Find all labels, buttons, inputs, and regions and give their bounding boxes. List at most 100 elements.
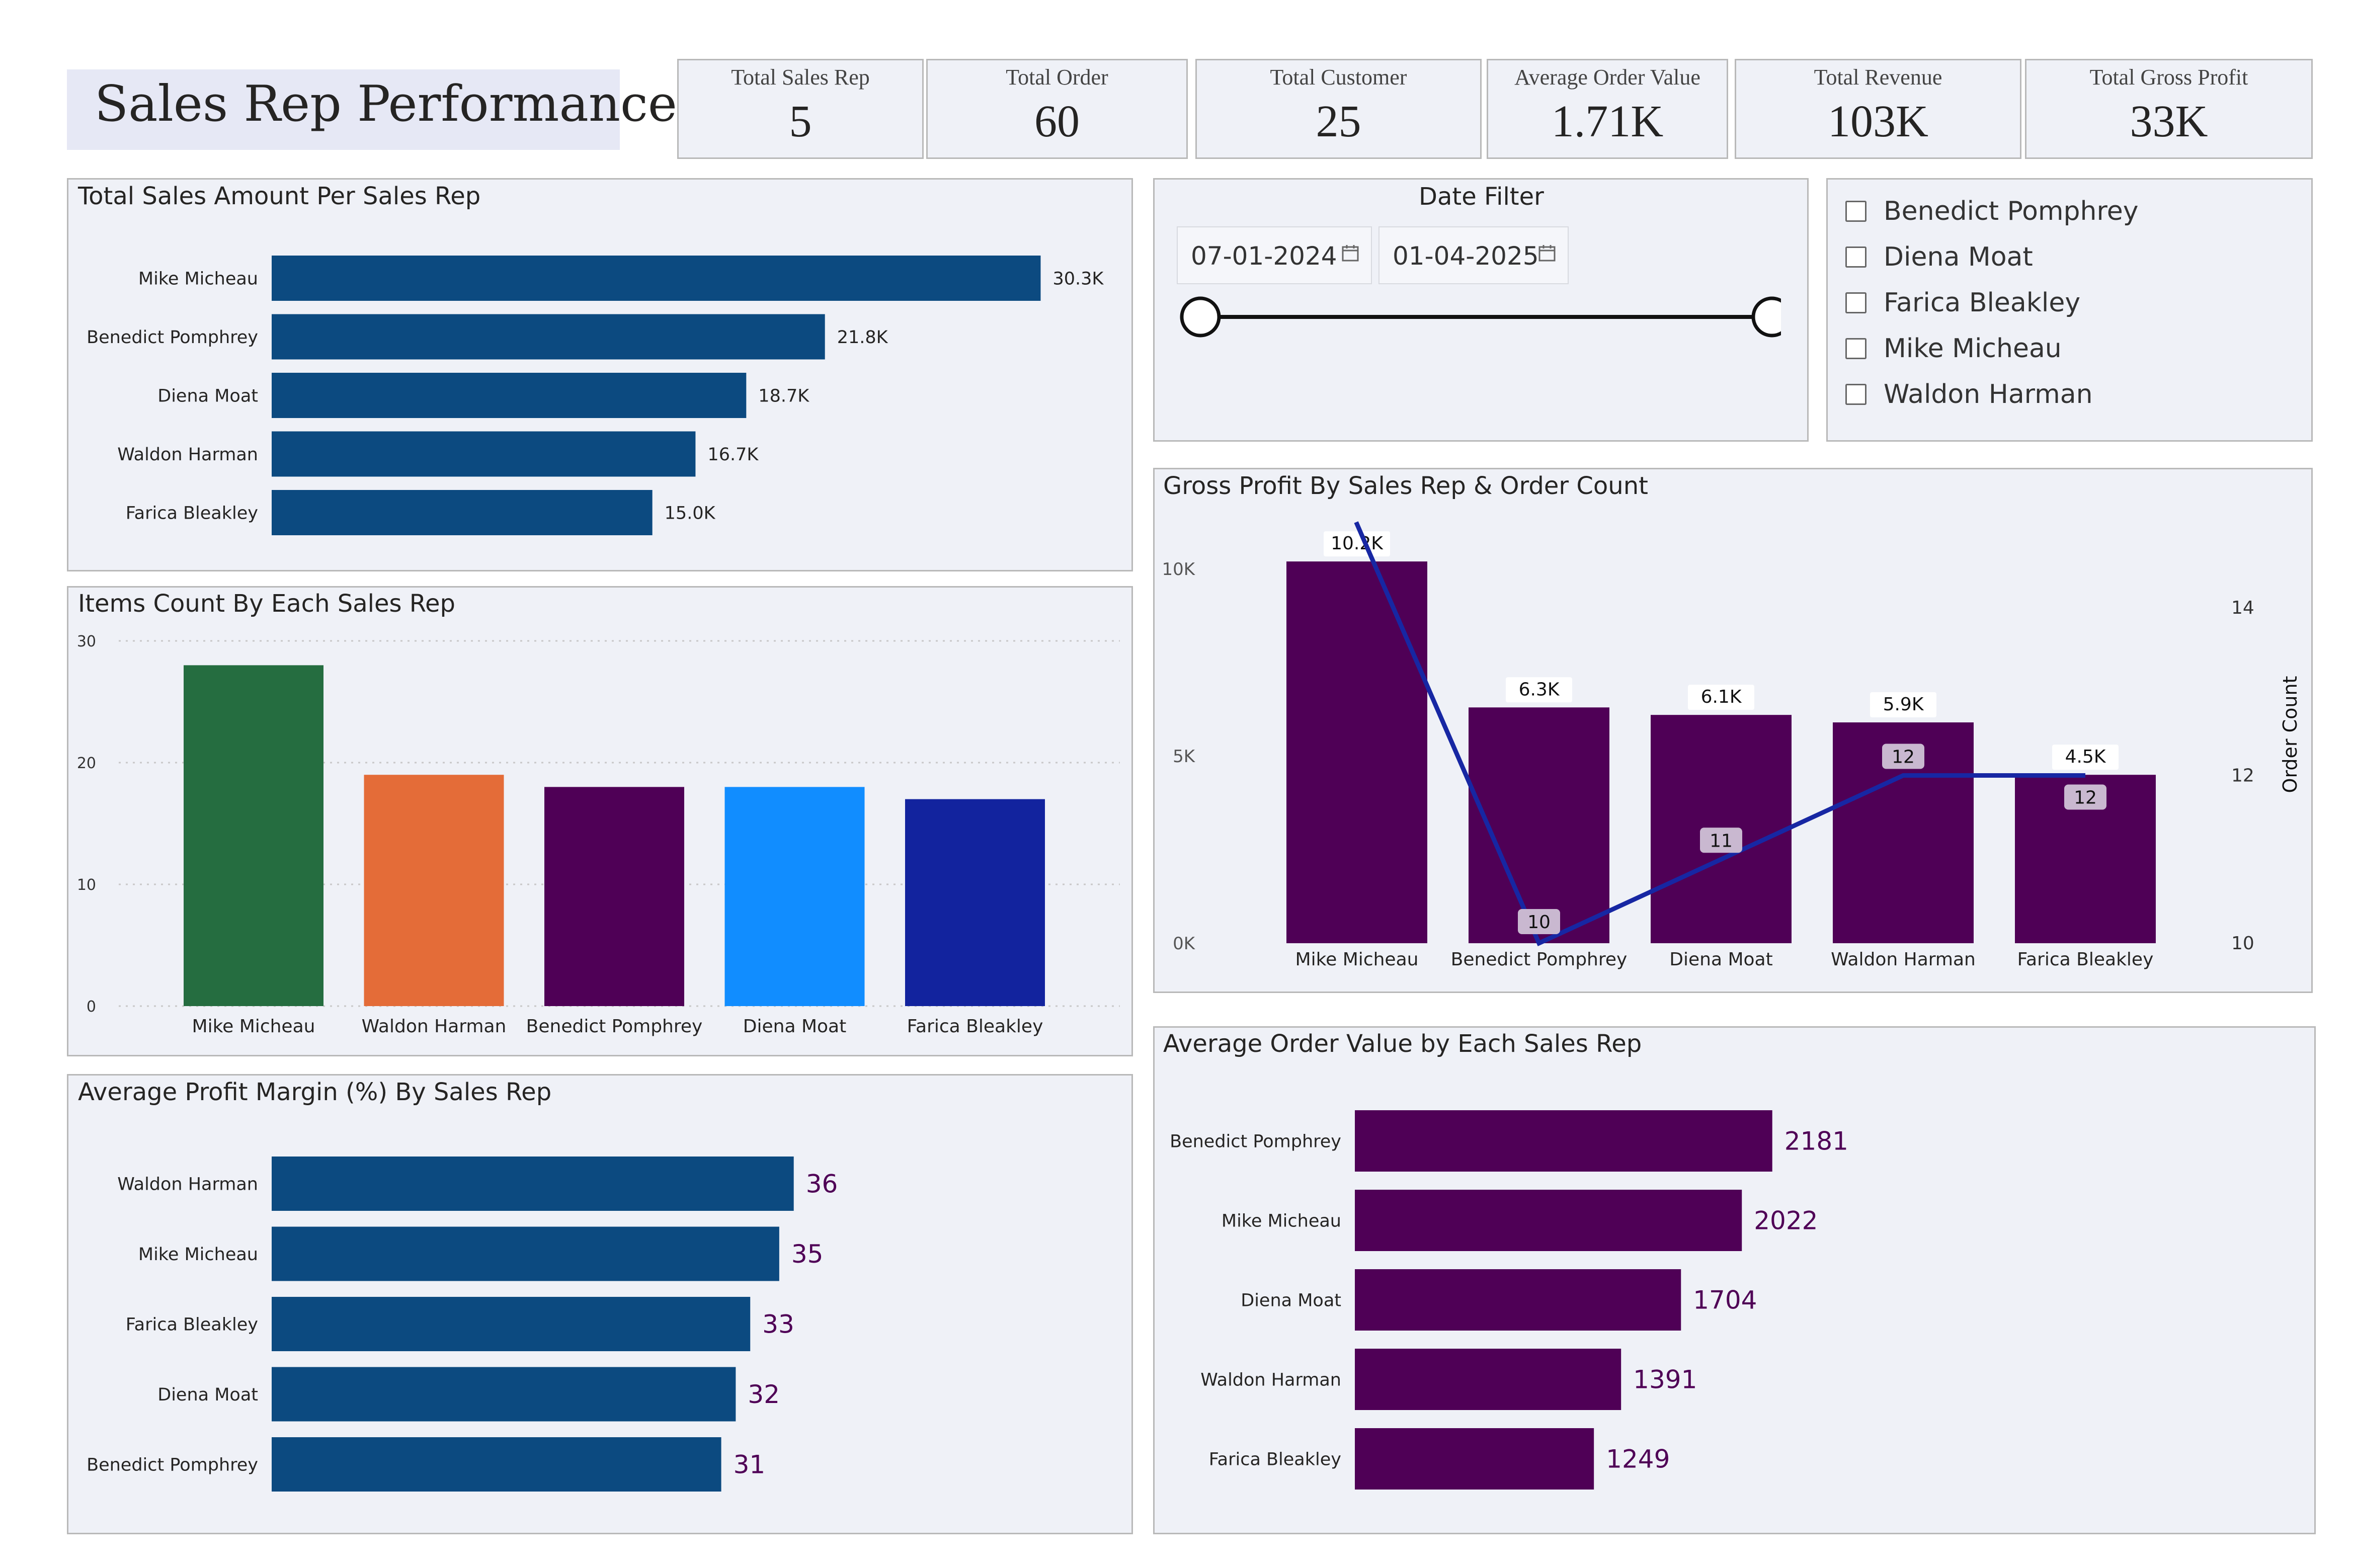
checkbox[interactable] [1845,292,1866,313]
bar-farica-bleakley[interactable] [272,490,653,535]
bar-farica-bleakley[interactable] [272,1297,751,1351]
y-axis-label-mike-micheau: Mike Micheau [138,1245,258,1265]
y-axis-label-benedict-pomphrey: Benedict Pomphrey [87,1455,258,1475]
data-label-bg [1870,692,1936,718]
data-label-benedict-pomphrey: 21.8K [837,327,888,348]
bar-data-label-benedict-pomphrey: 6.3K [1519,679,1560,700]
kpi-value: 25 [1316,97,1361,146]
y-axis-label-farica-bleakley: Farica Bleakley [126,503,258,523]
bar-mike-micheau[interactable] [1355,1190,1742,1251]
bar-diena-moat[interactable] [272,373,747,418]
bar-waldon-harman[interactable] [272,1157,794,1211]
bar-benedict-pomphrey[interactable] [272,1437,721,1492]
kpi-value: 33K [2130,97,2208,146]
data-label-diena-moat: 18.7K [758,386,809,406]
kpi-card-total-order[interactable]: Total Order 60 [926,59,1188,159]
line-data-label-waldon-harman: 12 [1892,747,1915,768]
bar-waldon-harman[interactable] [272,431,696,477]
kpi-label: Total Order [1006,65,1108,90]
slicer-item-farica-bleakley[interactable]: Farica Bleakley [1845,286,2080,321]
calendar-icon[interactable] [1342,244,1359,262]
bar-waldon-harman[interactable] [1355,1349,1621,1410]
column-farica-bleakley[interactable] [905,799,1045,1006]
order-count-line [1354,521,2085,947]
date-start-input[interactable]: 07-01-2024 [1177,226,1372,284]
bar-data-label-mike-micheau: 10.2K [1331,533,1384,554]
data-label-waldon-harman: 1391 [1633,1365,1697,1394]
slicer-item-benedict-pomphrey[interactable]: Benedict Pomphrey [1845,195,2139,230]
slicer-item-mike-micheau[interactable]: Mike Micheau [1845,332,2062,367]
sales-chart-title: Total Sales Amount Per Sales Rep [78,182,481,210]
kpi-card-average-order-value[interactable]: Average Order Value 1.71K [1487,59,1728,159]
bar-mike-micheau[interactable] [272,256,1041,301]
kpi-card-total-revenue[interactable]: Total Revenue 103K [1735,59,2021,159]
y-tick-label: 20 [77,755,96,772]
x-axis-label-mike-micheau: Mike Micheau [1295,949,1419,970]
column-waldon-harman[interactable] [364,775,504,1006]
line-data-label-benedict-pomphrey: 10 [1527,912,1551,933]
checkbox[interactable] [1845,384,1866,405]
y-axis-label-mike-micheau: Mike Micheau [1222,1211,1341,1231]
data-label-bg [1324,531,1390,557]
column-benedict-pomphrey[interactable] [544,787,684,1006]
date-end-value: 01-04-2025 [1393,241,1539,271]
y-axis-label-diena-moat: Diena Moat [1241,1290,1341,1310]
checkbox[interactable] [1845,201,1866,222]
kpi-value: 103K [1828,97,1928,146]
checkbox[interactable] [1845,338,1866,359]
kpi-card-total-sales-rep[interactable]: Total Sales Rep 5 [677,59,924,159]
bar-benedict-pomphrey[interactable] [1355,1110,1772,1172]
y-tick-label: 10K [1162,559,1195,580]
kpi-label: Total Sales Rep [731,65,870,90]
x-axis-label-waldon-harman: Waldon Harman [362,1016,507,1037]
slider-start-handle[interactable] [1180,296,1221,338]
bar-benedict-pomphrey[interactable] [272,314,825,360]
line-label-bg [1700,828,1742,853]
aov-chart-title: Average Order Value by Each Sales Rep [1163,1030,1642,1058]
slicer-item-diena-moat[interactable]: Diena Moat [1845,240,2033,276]
slicer-item-label: Farica Bleakley [1884,288,2081,318]
calendar-icon[interactable] [1538,244,1556,262]
slider-end-handle[interactable] [1751,296,1781,338]
sales-rep-slicer-panel [1826,178,2313,442]
bar-data-label-diena-moat: 6.1K [1701,687,1742,707]
bar-mike-micheau[interactable] [272,1226,779,1281]
y-axis-label-waldon-harman: Waldon Harman [117,445,258,465]
items-chart-title: Items Count By Each Sales Rep [78,590,455,618]
slicer-item-label: Diena Moat [1884,242,2033,272]
data-label-bg [2052,745,2119,770]
page-title: Sales Rep Performance [95,75,677,133]
date-filter-panel [1153,178,1809,442]
bar-farica-bleakley[interactable] [1355,1428,1594,1490]
kpi-label: Total Revenue [1814,65,1942,90]
checkbox[interactable] [1845,246,1866,268]
aov-bar-chart: Benedict Pomphrey 2181 Mike Micheau 2022 Die… [1170,1110,1848,1490]
column-benedict-pomphrey[interactable] [1469,707,1609,943]
column-mike-micheau[interactable] [184,665,323,1006]
y-axis-label-benedict-pomphrey: Benedict Pomphrey [87,327,258,348]
kpi-card-total-customer[interactable]: Total Customer 25 [1195,59,1482,159]
sales-bar-chart: Mike Micheau 30.3K Benedict Pomphrey 21.8K D… [87,256,1104,535]
bar-diena-moat[interactable] [272,1367,736,1422]
data-label-farica-bleakley: 33 [762,1310,794,1339]
data-label-benedict-pomphrey: 2181 [1784,1127,1848,1156]
data-label-mike-micheau: 30.3K [1052,269,1104,289]
date-start-value: 07-01-2024 [1191,241,1337,271]
x-axis-label-farica-bleakley: Farica Bleakley [2017,949,2154,970]
date-end-input[interactable]: 01-04-2025 [1378,226,1569,284]
data-label-diena-moat: 1704 [1693,1286,1757,1315]
data-label-bg [1506,677,1572,703]
kpi-card-total-gross-profit[interactable]: Total Gross Profit 33K [2025,59,2313,159]
page-title-box: Sales Rep Performance [67,69,677,150]
slicer-item-waldon-harman[interactable]: Waldon Harman [1845,378,2093,413]
y2-tick-label: 14 [2231,598,2254,618]
data-label-mike-micheau: 2022 [1754,1206,1818,1235]
data-label-diena-moat: 32 [748,1380,780,1409]
gross-profit-chart-title: Gross Profit By Sales Rep & Order Count [1163,472,1648,500]
y2-tick-label: 12 [2231,766,2254,786]
column-diena-moat[interactable] [724,787,865,1006]
slicer-item-label: Mike Micheau [1884,334,2062,364]
bar-diena-moat[interactable] [1355,1269,1681,1331]
column-mike-micheau[interactable] [1286,561,1427,943]
date-range-slider[interactable] [1172,292,1781,342]
